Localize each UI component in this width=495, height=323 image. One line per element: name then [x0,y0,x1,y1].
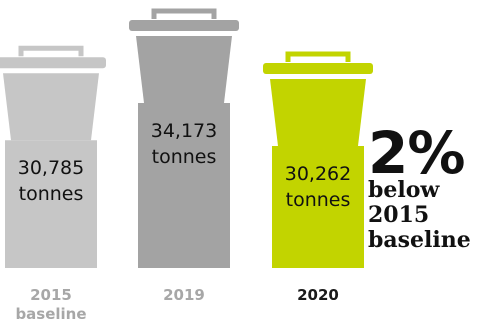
category-label-2-0: 2020 [297,286,339,304]
bar-0 [5,140,97,268]
value-label-1-0: 34,173 [151,120,217,142]
bin-body-icon [136,36,232,103]
callout: 2% below 2015 baseline [368,119,471,253]
category-label-1-0: 2019 [163,286,205,304]
value-label-0-1: tonnes [19,183,84,205]
bar-group-1: 34,173 tonnes [129,8,239,268]
value-label-0-0: 30,785 [18,157,84,179]
bin-lid-handle-icon [285,51,351,62]
value-label-1-1: tonnes [152,146,217,168]
bin-body-icon [3,73,99,141]
bar-1 [138,103,230,268]
callout-text-line-3: baseline [368,227,471,253]
bin-lid-handle-icon [151,8,217,19]
category-label-0-1: baseline [15,305,86,323]
bar-group-2: 30,262 tonnes [263,51,373,268]
bar-2 [272,146,364,268]
bin-body-icon [270,79,366,146]
callout-text-line-2: 2015 [368,202,430,228]
bin-lid-icon [0,57,106,69]
bin-lid-icon [263,63,373,74]
bar-group-0: 30,785 tonnes [0,45,106,268]
callout-text-line-1: below [368,177,440,203]
bin-lid-icon [129,20,239,31]
bin-lid-handle-icon [18,45,84,57]
value-label-2-1: tonnes [286,189,351,211]
callout-value: 2% [368,119,465,187]
value-label-2-0: 30,262 [285,163,351,185]
category-label-0-0: 2015 [30,286,72,304]
